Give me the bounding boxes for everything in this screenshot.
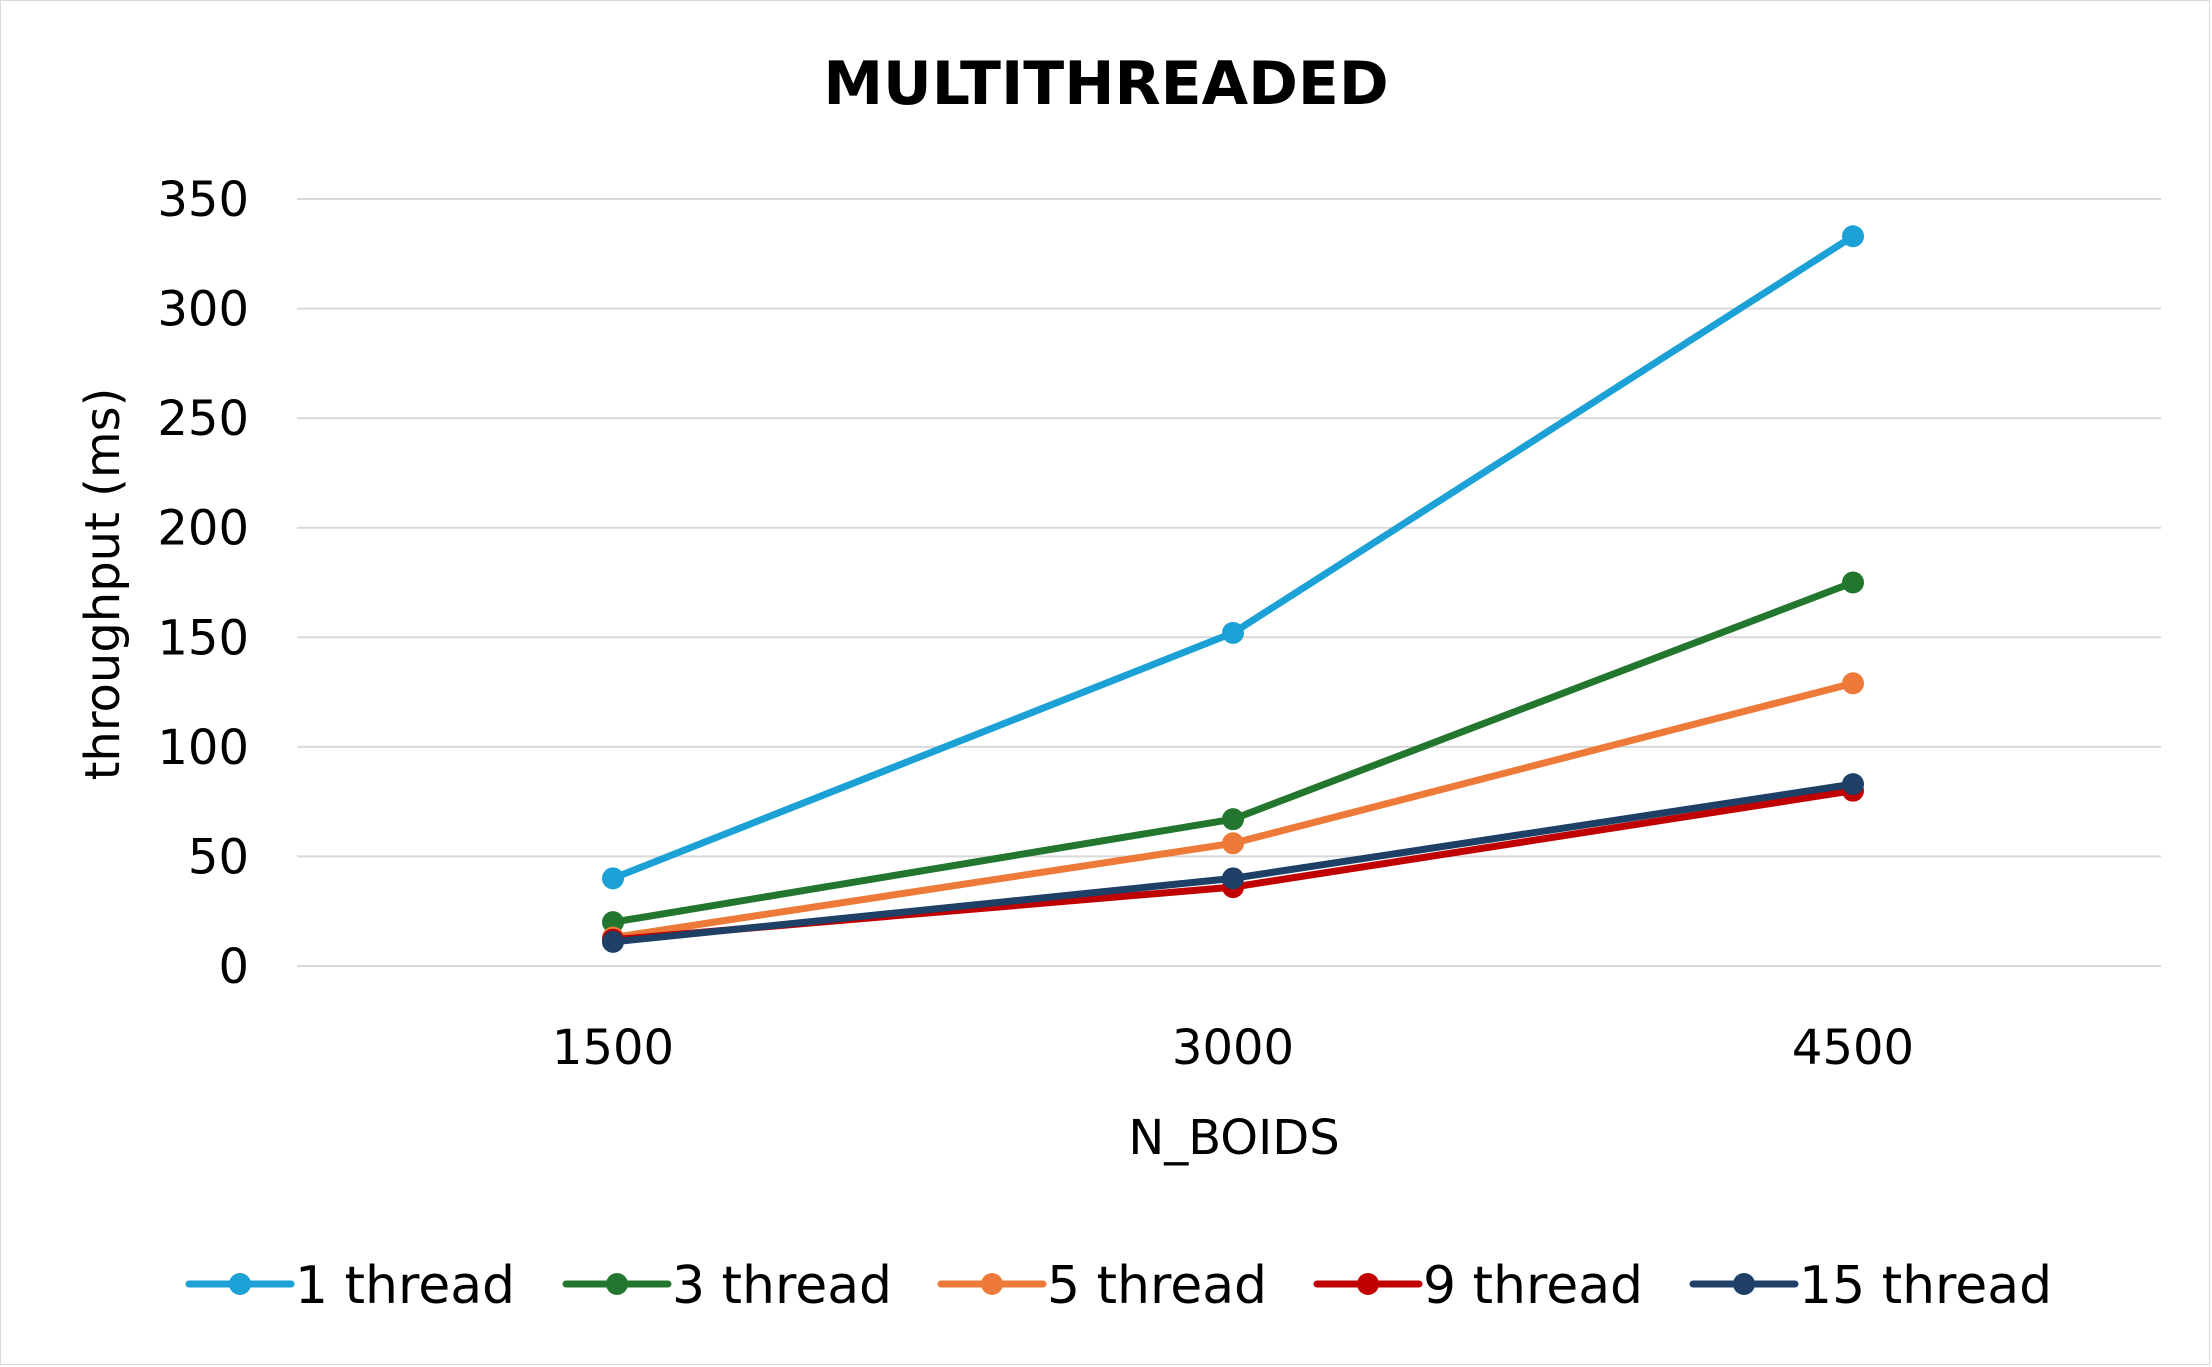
legend-marker bbox=[606, 1273, 628, 1295]
x-tick-label: 1500 bbox=[552, 1020, 674, 1076]
y-tick-labels: 0 50 100 150 200 250 300 350 bbox=[157, 172, 249, 995]
legend-label: 9 thread bbox=[1423, 1256, 1643, 1316]
series-3-thread bbox=[602, 571, 1864, 934]
legend-marker bbox=[229, 1273, 251, 1295]
data-point bbox=[1842, 571, 1864, 594]
x-tick-label: 3000 bbox=[1172, 1020, 1294, 1076]
legend-label: 15 thread bbox=[1799, 1256, 2052, 1316]
legend-item: 5 thread bbox=[937, 1256, 1267, 1316]
legend-label: 3 thread bbox=[672, 1256, 892, 1316]
legend-marker bbox=[1357, 1273, 1379, 1295]
data-point bbox=[602, 911, 624, 934]
legend-item: 15 thread bbox=[1689, 1256, 2052, 1316]
y-tick-label: 0 bbox=[218, 939, 249, 995]
data-point bbox=[1842, 225, 1864, 248]
y-tick-label: 100 bbox=[157, 720, 249, 776]
data-point bbox=[602, 930, 624, 953]
gridlines bbox=[297, 198, 2161, 967]
legend-item: 9 thread bbox=[1313, 1256, 1643, 1316]
y-tick-label: 50 bbox=[188, 829, 249, 885]
x-tick-labels: 1500 3000 4500 bbox=[552, 1020, 1914, 1076]
data-point bbox=[1222, 621, 1244, 644]
data-point bbox=[1222, 832, 1244, 855]
legend: 1 thread 3 thread 5 thread 9 thread 15 threa… bbox=[185, 1256, 2052, 1316]
data-point bbox=[1222, 808, 1244, 831]
y-tick-label: 350 bbox=[157, 172, 249, 228]
data-point bbox=[1842, 672, 1864, 695]
legend-marker bbox=[981, 1273, 1003, 1295]
legend-label: 1 thread bbox=[295, 1256, 515, 1316]
y-tick-label: 300 bbox=[157, 282, 249, 338]
data-point bbox=[1222, 867, 1244, 890]
data-point bbox=[602, 867, 624, 890]
series-15-thread bbox=[602, 773, 1864, 953]
x-axis-title: N_BOIDS bbox=[1128, 1110, 1339, 1166]
series-layer bbox=[602, 225, 1864, 953]
data-point bbox=[1842, 773, 1864, 796]
y-tick-label: 200 bbox=[157, 501, 249, 557]
legend-marker bbox=[1733, 1273, 1755, 1295]
y-tick-label: 150 bbox=[157, 610, 249, 666]
y-tick-label: 250 bbox=[157, 391, 249, 447]
legend-item: 1 thread bbox=[185, 1256, 515, 1316]
series-1-thread bbox=[602, 225, 1864, 890]
chart-title: MULTITHREADED bbox=[823, 49, 1388, 119]
y-axis-title: throughput (ms) bbox=[75, 388, 131, 781]
legend-item: 3 thread bbox=[562, 1256, 892, 1316]
x-tick-label: 4500 bbox=[1792, 1020, 1914, 1076]
series-line bbox=[609, 232, 1857, 882]
legend-label: 5 thread bbox=[1047, 1256, 1267, 1316]
